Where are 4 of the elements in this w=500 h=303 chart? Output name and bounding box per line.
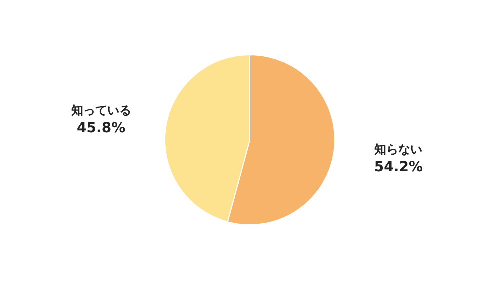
slice-label: 知っている <box>70 103 132 118</box>
data-label: 54.2% <box>374 160 423 176</box>
data-label: 45.8% <box>77 120 126 136</box>
slice-label: 知らない <box>374 142 423 157</box>
